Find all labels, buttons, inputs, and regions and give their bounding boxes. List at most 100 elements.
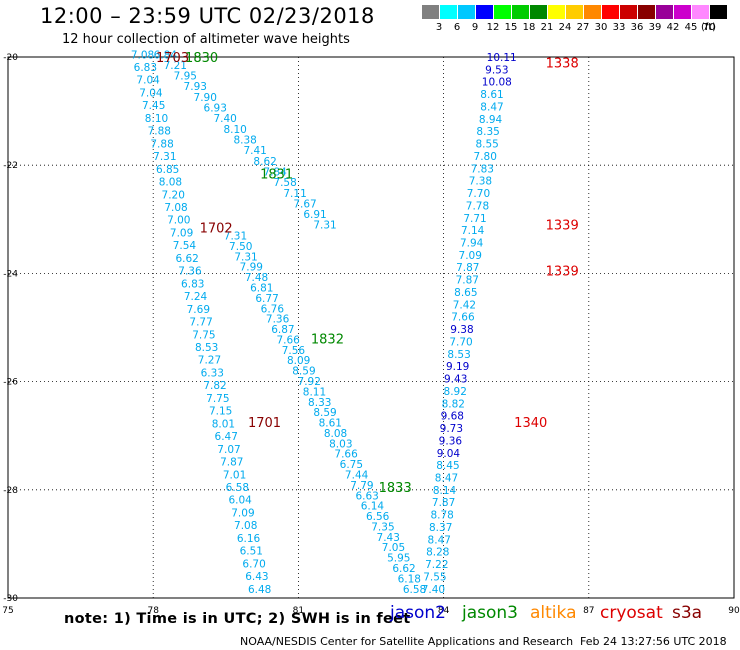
swh-value-label: 8.55 xyxy=(475,139,498,151)
swh-value-label: 9.36 xyxy=(439,435,463,447)
swh-value-label: 8.35 xyxy=(476,126,499,138)
swh-value-label: 7.15 xyxy=(209,406,232,418)
colorbar-bin-label: 6 xyxy=(453,22,461,33)
swh-value-label: 7.66 xyxy=(334,449,358,461)
y-tick-label: -30 xyxy=(3,594,18,604)
swh-value-label: 6.56 xyxy=(366,511,390,523)
swh-value-label: 7.70 xyxy=(449,336,472,348)
swh-value-label: 8.82 xyxy=(442,398,465,410)
swh-value-label: 7.83 xyxy=(471,163,494,175)
swh-value-label: 6.77 xyxy=(255,293,278,305)
swh-value-label: 9.53 xyxy=(485,64,508,76)
swh-value-label: 6.75 xyxy=(340,459,363,471)
x-tick-label: 90 xyxy=(728,606,740,616)
swh-value-label: 8.59 xyxy=(292,366,315,378)
swh-value-label: 8.47 xyxy=(428,534,451,546)
swh-value-label: 8.47 xyxy=(435,472,458,484)
swh-value-label: 7.88 xyxy=(150,138,173,150)
x-tick-label: 84 xyxy=(438,606,450,616)
swh-value-label: 6.63 xyxy=(355,490,378,502)
swh-value-label: 7.05 xyxy=(382,542,405,554)
swh-value-label: 7.55 xyxy=(423,571,446,583)
swh-value-label: 8.65 xyxy=(454,287,477,299)
swh-value-label: 7.08 xyxy=(234,520,257,532)
colorbar-unit-label: (ft) xyxy=(701,22,717,33)
footer-generated: Feb 24 13:27:56 UTC 2018 xyxy=(580,635,727,648)
swh-value-label: 8.45 xyxy=(436,460,459,472)
pass-time-label: 1832 xyxy=(311,332,344,347)
y-tick-label: -26 xyxy=(3,378,18,388)
swh-value-label: 8.08 xyxy=(324,428,347,440)
legend-jason2: jason2 xyxy=(390,603,446,623)
swh-value-label: 7.99 xyxy=(240,262,263,274)
swh-value-label: 7.44 xyxy=(345,470,369,482)
colorbar-swatch xyxy=(458,5,475,19)
swh-value-label: 7.40 xyxy=(422,584,445,596)
swh-value-label: 7.24 xyxy=(184,291,208,303)
swh-value-label: 7.50 xyxy=(229,241,252,253)
swh-value-label: 6.91 xyxy=(303,209,326,221)
swh-value-label: 7.80 xyxy=(474,151,497,163)
swh-value-label: 7.87 xyxy=(456,275,479,287)
swh-value-label: 7.84 xyxy=(263,166,287,178)
pass-time-label: 1702 xyxy=(200,221,233,236)
swh-value-label: 8.11 xyxy=(303,386,326,398)
swh-value-label: 7.09 xyxy=(459,250,482,262)
colorbar-bin-label: 9 xyxy=(471,22,479,33)
pass-time-label: 1340 xyxy=(514,416,547,431)
swh-value-label: 7.87 xyxy=(220,457,243,469)
swh-value-label: 7.07 xyxy=(217,444,240,456)
chart-title: 12:00 – 23:59 UTC 02/23/2018 xyxy=(40,4,375,28)
swh-value-label: 7.04 xyxy=(136,75,160,87)
pass-time-label: 1339 xyxy=(546,219,579,234)
swh-value-label: 6.58 xyxy=(226,482,249,494)
swh-value-label: 7.94 xyxy=(460,238,484,250)
pass-time-label: 1701 xyxy=(248,416,281,431)
colorbar-swatch xyxy=(674,5,691,19)
colorbar-swatch xyxy=(548,5,565,19)
swh-value-label: 9.43 xyxy=(444,374,467,386)
colorbar-bin-label: 18 xyxy=(522,22,536,33)
swh-value-label: 7.67 xyxy=(293,198,316,210)
colorbar-swatch xyxy=(602,5,619,19)
pass-time-label: 1338 xyxy=(546,56,579,71)
swh-value-label: 7.27 xyxy=(198,355,221,367)
colorbar-bin-label: 12 xyxy=(486,22,500,33)
colorbar-swatch xyxy=(584,5,601,19)
swh-value-label: 9.04 xyxy=(437,448,461,460)
swh-value-label: 7.90 xyxy=(194,92,217,104)
colorbar-bin-label: 42 xyxy=(666,22,680,33)
swh-value-label: 7.35 xyxy=(371,521,394,533)
swh-value-label: 7.69 xyxy=(187,304,210,316)
colorbar-bin-label: 33 xyxy=(612,22,626,33)
swh-value-label: 9.19 xyxy=(446,361,469,373)
swh-value-label: 8.28 xyxy=(426,547,449,559)
swh-value-label: 7.09 xyxy=(231,507,254,519)
swh-value-label: 7.71 xyxy=(463,213,486,225)
swh-value-label: 7.66 xyxy=(451,312,475,324)
footer-note: note: 1) Time is in UTC; 2) SWH is in fe… xyxy=(64,611,411,627)
swh-value-label: 7.04 xyxy=(139,87,163,99)
swh-value-label: 7.70 xyxy=(467,188,490,200)
swh-value-label: 7.78 xyxy=(466,200,489,212)
colorbar-bin-label: 15 xyxy=(504,22,518,33)
swh-value-label: 7.36 xyxy=(266,314,290,326)
pass-time-label: 1703 xyxy=(156,51,189,66)
swh-value-label: 8.10 xyxy=(145,113,168,125)
colorbar-swatch xyxy=(476,5,493,19)
swh-value-label: 7.82 xyxy=(203,380,226,392)
swh-value-label: 8.01 xyxy=(212,418,235,430)
colorbar-bin-label: 70 xyxy=(702,22,716,33)
chart-subtitle: 12 hour collection of altimeter wave hei… xyxy=(62,32,350,47)
colorbar-bin-label: 45 xyxy=(684,22,698,33)
legend-cryosat: cryosat xyxy=(600,603,663,623)
swh-value-label: 6.93 xyxy=(204,103,227,115)
swh-value-label: 7.22 xyxy=(425,559,448,571)
colorbar-swatch xyxy=(710,5,727,19)
swh-value-label: 7.42 xyxy=(453,299,476,311)
swh-value-label: 7.79 xyxy=(350,480,373,492)
legend-altika: altika xyxy=(530,603,577,623)
swh-value-label: 7.31 xyxy=(313,220,336,232)
swh-value-label: 6.04 xyxy=(228,495,252,507)
swh-value-label: 7.87 xyxy=(432,497,455,509)
